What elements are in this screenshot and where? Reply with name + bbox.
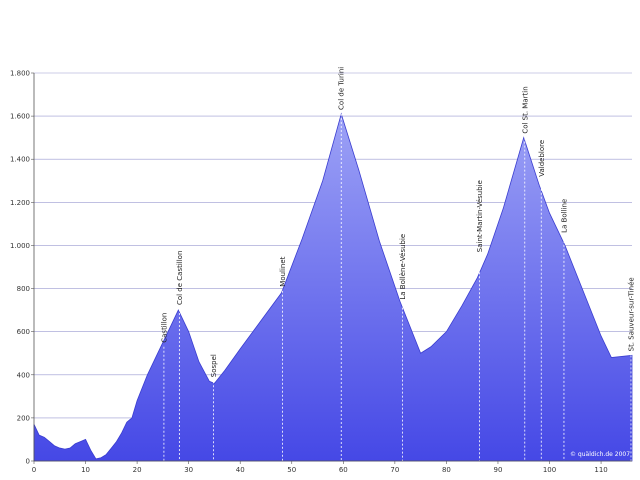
poi-label: La Bollène-Vésubie bbox=[399, 234, 407, 300]
x-tick-label: 60 bbox=[339, 466, 348, 474]
poi-label: La Bolline bbox=[560, 199, 568, 233]
y-tick-label: 600 bbox=[17, 328, 30, 336]
y-tick-label: 1.400 bbox=[10, 156, 30, 164]
poi-label: Saint-Martin-Vésubie bbox=[476, 180, 484, 252]
x-tick-label: 100 bbox=[543, 466, 556, 474]
y-tick-label: 0 bbox=[26, 458, 30, 466]
y-tick-label: 800 bbox=[17, 285, 30, 293]
poi-label: Moulinet bbox=[279, 256, 287, 286]
x-tick-label: 20 bbox=[133, 466, 142, 474]
y-tick-label: 400 bbox=[17, 371, 30, 379]
y-tick-label: 1.200 bbox=[10, 199, 30, 207]
y-tick-label: 1.800 bbox=[10, 70, 30, 78]
poi-label: Sospel bbox=[210, 354, 218, 377]
x-tick-label: 30 bbox=[184, 466, 193, 474]
poi-label: Valdeblore bbox=[538, 140, 546, 177]
poi-label: Col St. Martin bbox=[521, 86, 529, 133]
credit-label: © quäldich.de 2007 bbox=[570, 451, 630, 458]
x-tick-label: 70 bbox=[390, 466, 399, 474]
poi-label: Col de Castillon bbox=[176, 251, 184, 305]
x-tick-label: 40 bbox=[236, 466, 245, 474]
y-tick-label: 1.600 bbox=[10, 113, 30, 121]
y-tick-label: 1.000 bbox=[10, 242, 30, 250]
elevation-area bbox=[33, 112, 633, 462]
axes: 0 200 400 600 800 1.000 1.200 1.400 1.600 1.800 0 1… bbox=[10, 70, 632, 474]
poi-label: St. Sauveur-sur-Tinée bbox=[628, 277, 636, 351]
x-tick-label: 80 bbox=[442, 466, 451, 474]
x-tick-label: 90 bbox=[494, 466, 503, 474]
x-tick-label: 0 bbox=[32, 466, 36, 474]
poi-label: Castillon bbox=[160, 313, 168, 343]
y-tick-label: 200 bbox=[17, 414, 30, 422]
x-tick-label: 50 bbox=[287, 466, 296, 474]
poi-label: Col de Turini bbox=[338, 67, 346, 110]
x-tick-label: 110 bbox=[594, 466, 607, 474]
x-tick-label: 10 bbox=[81, 466, 90, 474]
points-of-interest: Castillon Col de Castillon Sospel Moulinet C… bbox=[160, 67, 636, 461]
